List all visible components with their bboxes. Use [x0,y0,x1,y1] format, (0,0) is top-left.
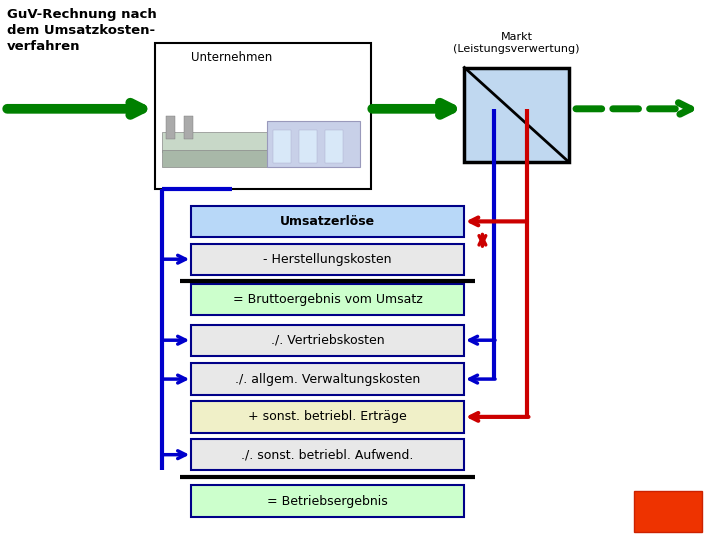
Text: Umsatzerlöse: Umsatzerlöse [280,215,375,228]
FancyBboxPatch shape [191,325,464,356]
FancyBboxPatch shape [155,43,371,189]
FancyBboxPatch shape [325,130,343,163]
FancyBboxPatch shape [184,116,193,139]
FancyBboxPatch shape [191,485,464,517]
FancyBboxPatch shape [634,491,702,532]
FancyBboxPatch shape [191,206,464,237]
Text: = Betriebsergebnis: = Betriebsergebnis [267,495,388,508]
Text: ./. Vertriebskosten: ./. Vertriebskosten [271,334,384,347]
Text: + sonst. betriebl. Erträge: + sonst. betriebl. Erträge [248,410,407,423]
Text: ./. allgem. Verwaltungskosten: ./. allgem. Verwaltungskosten [235,373,420,386]
Text: ./. sonst. betriebl. Aufwend.: ./. sonst. betriebl. Aufwend. [241,448,414,461]
Text: GuV-Rechnung nach
dem Umsatzkosten-
verfahren: GuV-Rechnung nach dem Umsatzkosten- verf… [7,8,157,53]
FancyBboxPatch shape [166,116,175,139]
FancyBboxPatch shape [267,122,359,167]
FancyBboxPatch shape [464,68,569,162]
FancyBboxPatch shape [191,244,464,275]
FancyBboxPatch shape [299,130,318,163]
FancyBboxPatch shape [191,284,464,315]
FancyBboxPatch shape [191,401,464,433]
FancyBboxPatch shape [191,439,464,470]
FancyBboxPatch shape [162,150,283,167]
Text: Markt
(Leistungsverwertung): Markt (Leistungsverwertung) [454,32,580,54]
Text: = Bruttoergebnis vom Umsatz: = Bruttoergebnis vom Umsatz [233,293,423,306]
Text: Unternehmen: Unternehmen [191,51,272,64]
Text: - Herstellungskosten: - Herstellungskosten [264,253,392,266]
FancyBboxPatch shape [162,132,273,152]
FancyBboxPatch shape [273,130,291,163]
FancyBboxPatch shape [191,363,464,395]
